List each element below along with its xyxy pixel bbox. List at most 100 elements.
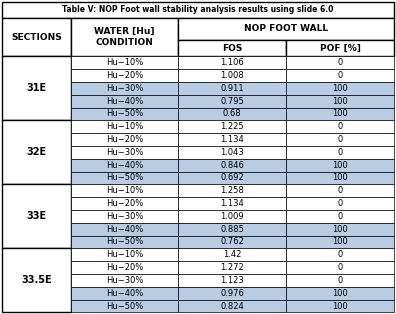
Text: 100: 100 <box>332 237 348 246</box>
Bar <box>178 95 286 107</box>
Bar <box>286 40 394 56</box>
Text: 1.134: 1.134 <box>221 135 244 144</box>
Text: 31E: 31E <box>26 83 46 93</box>
Bar <box>178 69 286 82</box>
Text: 1.106: 1.106 <box>221 58 244 67</box>
Bar <box>286 210 394 223</box>
Bar <box>178 274 286 287</box>
Bar <box>178 120 286 133</box>
Text: Hu−10%: Hu−10% <box>106 186 143 195</box>
Bar <box>70 248 178 261</box>
Bar <box>2 2 394 18</box>
Bar <box>70 236 178 248</box>
Text: 33.5E: 33.5E <box>21 275 51 285</box>
Text: Hu−20%: Hu−20% <box>106 199 143 208</box>
Bar <box>70 171 178 184</box>
Bar <box>286 56 394 69</box>
Text: Hu−20%: Hu−20% <box>106 71 143 80</box>
Bar <box>286 223 394 236</box>
Bar <box>286 248 394 261</box>
Bar <box>70 274 178 287</box>
Bar <box>286 120 394 133</box>
Bar <box>286 236 394 248</box>
Text: Hu−30%: Hu−30% <box>106 84 143 93</box>
Text: 0.692: 0.692 <box>221 173 244 182</box>
Bar <box>178 197 286 210</box>
Text: 1.225: 1.225 <box>221 122 244 131</box>
Bar <box>70 120 178 133</box>
Text: 0: 0 <box>337 58 343 67</box>
Text: 1.008: 1.008 <box>221 71 244 80</box>
Text: 100: 100 <box>332 97 348 106</box>
Bar <box>70 210 178 223</box>
Text: 100: 100 <box>332 173 348 182</box>
Text: Hu−50%: Hu−50% <box>106 173 143 182</box>
Bar <box>70 69 178 82</box>
Text: 0: 0 <box>337 122 343 131</box>
Text: Table V: NOP Foot wall stability analysis results using slide 6.0: Table V: NOP Foot wall stability analysi… <box>62 5 334 14</box>
Text: 100: 100 <box>332 84 348 93</box>
Text: Hu−10%: Hu−10% <box>106 250 143 259</box>
Text: 32E: 32E <box>26 147 46 157</box>
Bar <box>70 82 178 95</box>
Text: 100: 100 <box>332 161 348 170</box>
Text: 100: 100 <box>332 301 348 311</box>
Bar <box>286 146 394 159</box>
Text: 100: 100 <box>332 109 348 118</box>
Bar <box>178 40 286 56</box>
Bar <box>286 287 394 300</box>
Bar <box>286 159 394 171</box>
Text: 0.762: 0.762 <box>220 237 244 246</box>
Bar <box>286 300 394 312</box>
Text: 0.885: 0.885 <box>220 225 244 234</box>
Bar <box>178 261 286 274</box>
Bar <box>286 261 394 274</box>
Bar <box>178 133 286 146</box>
Text: 0: 0 <box>337 186 343 195</box>
Bar <box>70 95 178 107</box>
Bar <box>2 184 70 248</box>
Text: Hu−20%: Hu−20% <box>106 135 143 144</box>
Bar <box>70 184 178 197</box>
Bar <box>70 159 178 171</box>
Text: Hu−30%: Hu−30% <box>106 212 143 221</box>
Bar <box>178 223 286 236</box>
Text: 0.68: 0.68 <box>223 109 242 118</box>
Bar <box>178 287 286 300</box>
Text: 0.795: 0.795 <box>221 97 244 106</box>
Text: 0: 0 <box>337 212 343 221</box>
Bar <box>70 146 178 159</box>
Bar <box>70 56 178 69</box>
Bar <box>70 18 178 56</box>
Text: 1.009: 1.009 <box>221 212 244 221</box>
Text: Hu−40%: Hu−40% <box>106 161 143 170</box>
Text: 0: 0 <box>337 263 343 272</box>
Bar <box>286 171 394 184</box>
Text: NOP FOOT WALL: NOP FOOT WALL <box>244 24 328 33</box>
Bar <box>286 197 394 210</box>
Bar <box>178 184 286 197</box>
Text: Hu−50%: Hu−50% <box>106 301 143 311</box>
Text: Hu−10%: Hu−10% <box>106 122 143 131</box>
Text: 1.272: 1.272 <box>221 263 244 272</box>
Text: 0: 0 <box>337 250 343 259</box>
Bar <box>70 300 178 312</box>
Text: 0: 0 <box>337 199 343 208</box>
Bar <box>70 133 178 146</box>
Text: 1.42: 1.42 <box>223 250 242 259</box>
Text: Hu−20%: Hu−20% <box>106 263 143 272</box>
Bar <box>286 69 394 82</box>
Text: Hu−40%: Hu−40% <box>106 225 143 234</box>
Bar <box>70 107 178 120</box>
Text: FOS: FOS <box>222 44 242 53</box>
Text: Hu−30%: Hu−30% <box>106 148 143 157</box>
Text: 33E: 33E <box>26 211 46 221</box>
Bar <box>2 120 70 184</box>
Text: 1.043: 1.043 <box>221 148 244 157</box>
Bar <box>286 95 394 107</box>
Bar <box>178 236 286 248</box>
Text: 100: 100 <box>332 289 348 298</box>
Text: Hu−40%: Hu−40% <box>106 289 143 298</box>
Bar <box>286 133 394 146</box>
Bar <box>178 107 286 120</box>
